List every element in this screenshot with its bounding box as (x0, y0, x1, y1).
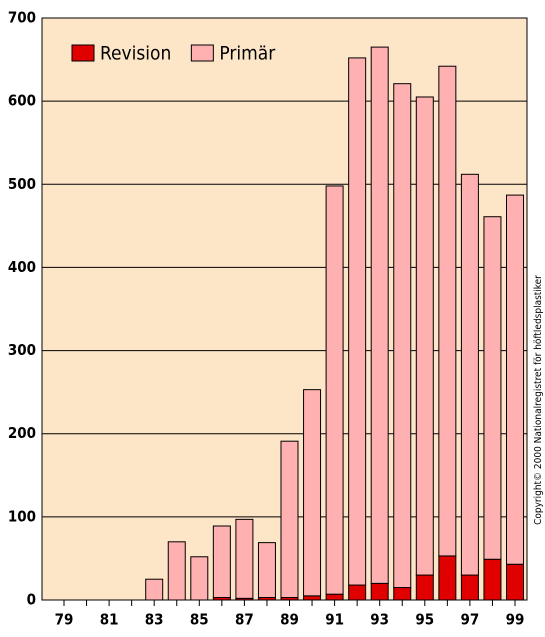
y-tick-label: 100 (8, 507, 36, 525)
bar-segment (145, 578, 164, 601)
x-tick-label: 85 (190, 611, 209, 629)
bar-segment (506, 563, 524, 601)
bar-segment (190, 556, 209, 601)
legend-label: Primär (219, 43, 276, 65)
x-tick-label: 87 (235, 611, 254, 629)
bar-segment (348, 57, 367, 586)
legend-label: Revision (100, 43, 171, 65)
x-tick-label: 83 (145, 611, 164, 629)
bar-segment (415, 96, 434, 576)
bar-segment (235, 518, 254, 599)
bar-segment (483, 558, 502, 601)
x-tick-label: 95 (415, 611, 434, 629)
x-tick-label: 81 (100, 611, 119, 629)
x-tick-label: 93 (370, 611, 389, 629)
bar-segment (506, 194, 524, 565)
bar-segment (257, 542, 276, 599)
bar-segment (370, 46, 389, 584)
y-tick-label: 600 (8, 92, 36, 110)
bar-segment (370, 582, 389, 601)
bar-segment (438, 555, 457, 601)
bar-segment (483, 216, 502, 560)
bar-segment (460, 574, 479, 601)
bar-segment (325, 185, 344, 595)
bar-segment (348, 584, 367, 601)
x-tick-label: 99 (506, 611, 525, 629)
bar-segment (325, 593, 344, 601)
bar-segment (393, 83, 412, 589)
bar-segment (393, 587, 412, 601)
legend-swatch (71, 44, 95, 62)
y-tick-label: 0 (27, 591, 36, 609)
y-tick-label: 700 (8, 9, 36, 27)
y-tick-label: 200 (8, 424, 36, 442)
y-tick-label: 400 (8, 258, 36, 276)
bar-segment (303, 389, 322, 597)
x-tick-label: 89 (280, 611, 299, 629)
y-tick-label: 300 (8, 341, 36, 359)
bar-segment (280, 440, 299, 599)
bar-segment (438, 65, 457, 557)
bar-segment (167, 541, 186, 601)
bar-segment (303, 595, 322, 601)
x-tick-label: 97 (461, 611, 480, 629)
x-tick-label: 79 (55, 611, 74, 629)
bar-segment (415, 574, 434, 601)
copyright: Copyright© 2000 Nationalregistret för hö… (533, 275, 544, 525)
y-tick-label: 500 (8, 175, 36, 193)
legend-swatch (190, 44, 214, 62)
bar-segment (212, 525, 231, 599)
bar-segment (460, 173, 479, 576)
x-tick-label: 91 (325, 611, 344, 629)
